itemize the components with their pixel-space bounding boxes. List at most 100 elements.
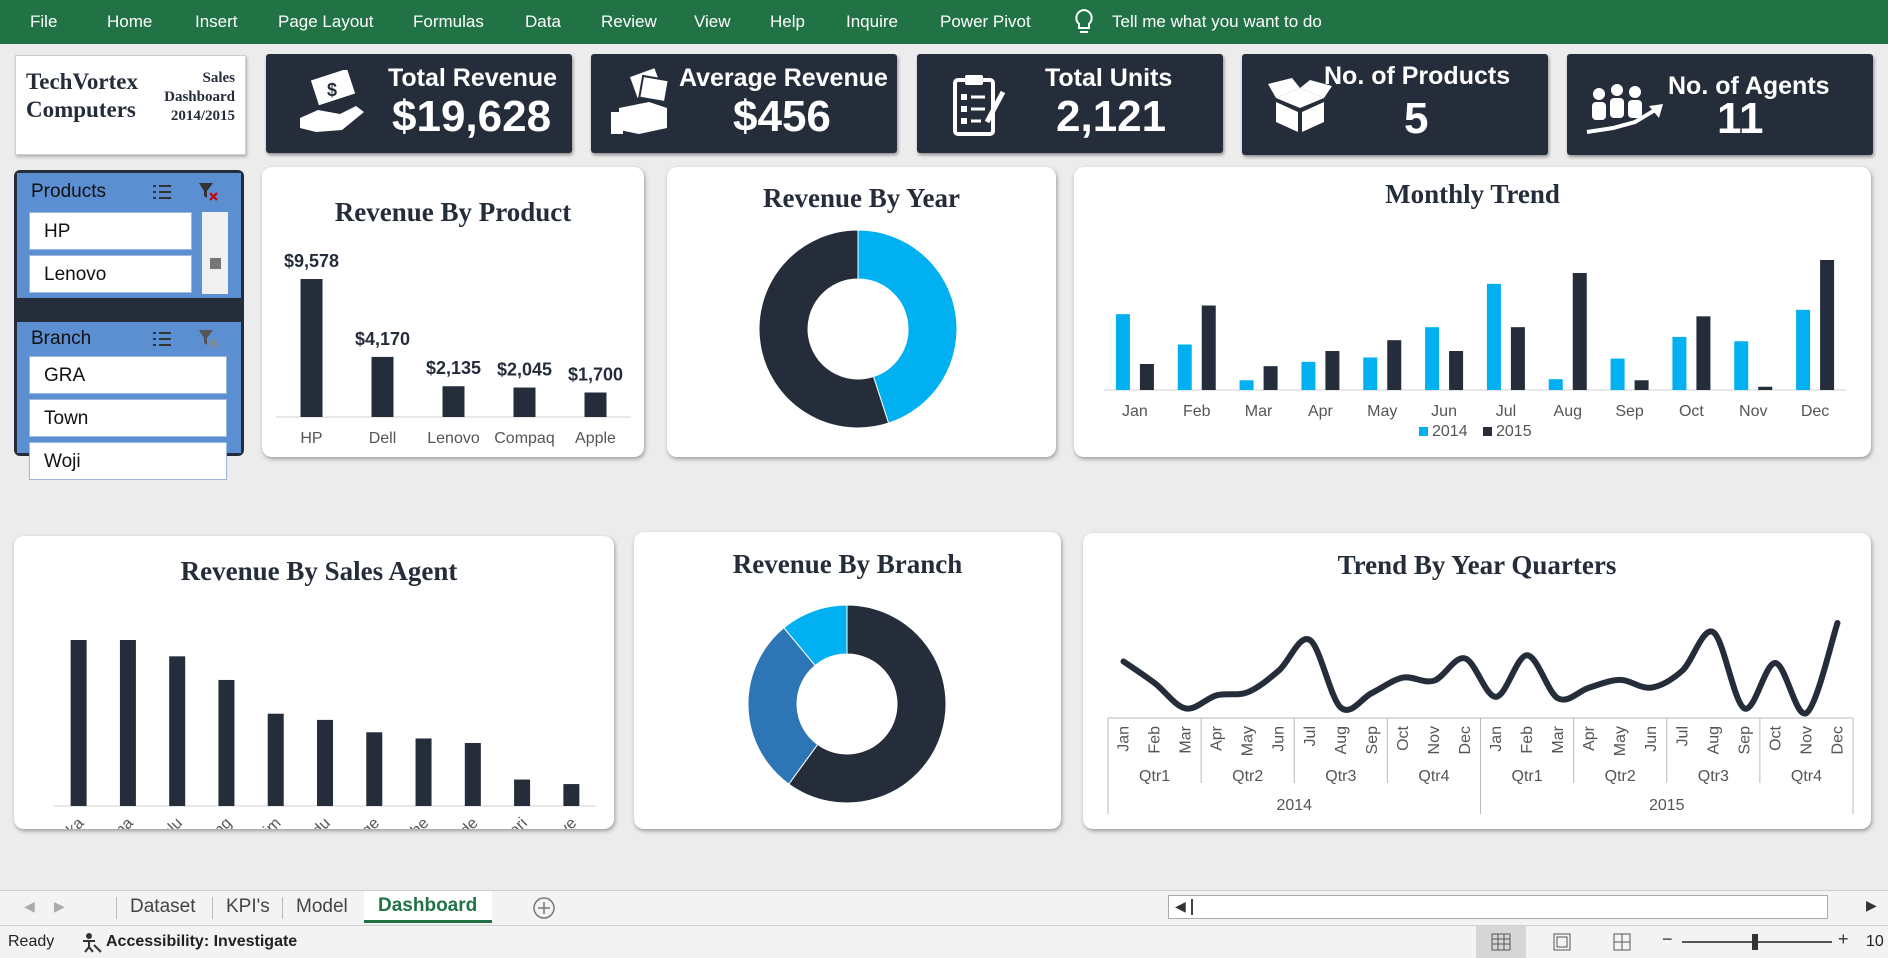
x-tick-label: Oct	[1679, 403, 1704, 420]
x-tick-label: Apr	[1581, 725, 1598, 751]
x-tick-label: Apr	[1308, 403, 1334, 420]
page-layout-view-icon[interactable]	[1552, 933, 1572, 951]
sheet-tabs-bar: ◀ ▶ Dataset KPI's Model Dashboard ⋮ ◀ ▶	[0, 890, 1888, 926]
x-tick-label: Blessing	[180, 815, 235, 829]
slicer-item-gra[interactable]: GRA	[29, 356, 227, 394]
zoom-slider-thumb[interactable]	[1752, 934, 1758, 950]
tab-home[interactable]: Home	[107, 12, 153, 31]
accessibility-icon[interactable]	[80, 931, 102, 953]
slice-2015	[758, 229, 890, 429]
bar-may-2015	[1387, 340, 1402, 390]
tab-power-pivot[interactable]: Power Pivot	[940, 12, 1031, 31]
kpi-label: No. of Products	[1324, 62, 1511, 90]
grid-icon	[1491, 933, 1511, 951]
x-tick-label: Dell	[369, 430, 397, 447]
slice-gra	[747, 627, 819, 785]
sheet-tab-kpis[interactable]: KPI's	[226, 896, 270, 917]
slicer-item-hp[interactable]: HP	[29, 212, 192, 250]
x-tick-label: Uche	[394, 815, 433, 829]
zoom-level[interactable]: 10	[1866, 933, 1884, 950]
money-hand-icon: $	[300, 70, 364, 132]
tab-inquire[interactable]: Inquire	[846, 12, 898, 31]
kpi-average-revenue: Average Revenue $456	[591, 54, 897, 153]
multi-select-icon[interactable]	[151, 183, 173, 201]
scrollbar-thumb[interactable]	[210, 258, 221, 269]
x-tick-label: Dec	[1457, 726, 1474, 754]
company-name-line1: TechVortex	[26, 69, 139, 94]
scroll-right-icon[interactable]: ▶	[54, 898, 65, 914]
kpi-label: Average Revenue	[679, 64, 888, 92]
tab-review[interactable]: Review	[601, 12, 657, 31]
bar-lenovo	[442, 386, 465, 417]
tab-view[interactable]: View	[694, 12, 731, 31]
chart-title: Trend By Year Quarters	[1337, 550, 1617, 580]
clear-filter-icon[interactable]	[197, 328, 219, 348]
tell-me-text: Tell me what you want to do	[1112, 12, 1322, 31]
slicer-item-lenovo[interactable]: Lenovo	[29, 255, 192, 293]
accessibility-status[interactable]: Accessibility: Investigate	[106, 933, 298, 950]
trend-by-year-quarters-chart: Jan Feb Mar Apr May Jun Jul Aug Sep Oct Nov Dec Jan F…	[1107, 620, 1854, 814]
tab-data[interactable]: Data	[525, 12, 561, 31]
add-sheet-icon[interactable]	[532, 896, 556, 920]
page-break-view-icon[interactable]	[1612, 933, 1632, 951]
tell-me-box[interactable]: Tell me what you want to do	[1072, 8, 1322, 36]
x-tick-label: Nov	[1798, 726, 1815, 754]
horizontal-scrollbar[interactable]: ◀	[1168, 895, 1828, 919]
x-tick-label: Jan	[1116, 726, 1133, 752]
slicer-item-town[interactable]: Town	[29, 399, 227, 437]
data-label: $4,170	[355, 329, 410, 349]
dashboard-sheet: TechVortex Computers Sales Dashboard 201…	[0, 44, 1888, 890]
scroll-right-arrow-icon[interactable]: ▶	[1866, 897, 1877, 913]
revenue-by-sales-agent-chart: EmekaChioma ToluBlessingIbrahimChineduGeo…	[40, 640, 596, 829]
ribbon-tabs: File Home Insert Page Layout Formulas Da…	[0, 0, 1888, 44]
x-tick-label: Apple	[575, 430, 616, 447]
zoom-in-button[interactable]: +	[1838, 929, 1849, 949]
status-bar: Ready Accessibility: Investigate − + 10	[0, 925, 1888, 958]
scroll-left-icon[interactable]: ◀	[24, 898, 35, 914]
kpi-value: 5	[1404, 94, 1429, 143]
x-tick-label: Compaq	[494, 430, 554, 447]
bar-uche	[415, 738, 432, 806]
sheet-tab-dashboard[interactable]: Dashboard	[378, 895, 478, 916]
tab-insert[interactable]: Insert	[195, 12, 238, 31]
monthly-trend-chart: Jan Feb Mar Apr May Jun Jul Aug Sep Oct Nov Dec 2014…	[1104, 260, 1846, 440]
bar-aug-2015	[1572, 273, 1587, 390]
slice-2014	[857, 229, 958, 424]
tab-file[interactable]: File	[30, 12, 58, 31]
clipboard-icon	[953, 75, 1006, 136]
clear-filter-icon[interactable]	[197, 181, 219, 201]
x-tick-label: Ibrahim	[235, 815, 285, 829]
active-sheet-tab[interactable]: Dashboard	[364, 891, 492, 923]
status-ready: Ready	[8, 933, 55, 950]
x-tick-label: Lenovo	[427, 430, 480, 447]
bar-compaq	[513, 387, 536, 417]
sheet-tab-model[interactable]: Model	[296, 896, 348, 917]
x-tick-label: Jul	[1674, 726, 1691, 746]
quarter-label: Qtr2	[1232, 768, 1263, 785]
team-growth-icon	[1586, 84, 1663, 134]
slicer-item-woji[interactable]: Woji	[29, 442, 227, 480]
sheet-tab-dataset[interactable]: Dataset	[130, 896, 196, 917]
bar-oct-2014	[1672, 336, 1687, 390]
tab-help[interactable]: Help	[770, 12, 805, 31]
lightbulb-icon	[1075, 8, 1093, 33]
bar-nov-2015	[1758, 386, 1773, 390]
slicer-scrollbar[interactable]	[202, 212, 228, 294]
zoom-slider[interactable]	[1682, 934, 1832, 950]
x-tick-label: Mar	[1178, 725, 1195, 753]
bar-tonye	[563, 784, 580, 806]
bar-blessing	[218, 679, 235, 806]
x-tick-label: May	[1367, 403, 1397, 420]
tab-formulas[interactable]: Formulas	[413, 12, 484, 31]
zoom-out-button[interactable]: −	[1662, 929, 1673, 949]
scroll-left-arrow-icon[interactable]: ◀	[1175, 898, 1186, 914]
multi-select-icon[interactable]	[151, 330, 173, 348]
tab-page-layout[interactable]: Page Layout	[278, 12, 374, 31]
trend-by-year-quarters-card: Trend By Year Quarters Jan Feb Mar Apr May Ju…	[1083, 533, 1871, 829]
quarter-label: Qtr1	[1139, 768, 1170, 785]
normal-view-button[interactable]	[1476, 926, 1526, 958]
slice-woji	[788, 604, 947, 804]
data-label: $9,578	[284, 251, 339, 271]
bar-torbari	[514, 779, 531, 806]
year-label: 2014	[1276, 797, 1312, 814]
